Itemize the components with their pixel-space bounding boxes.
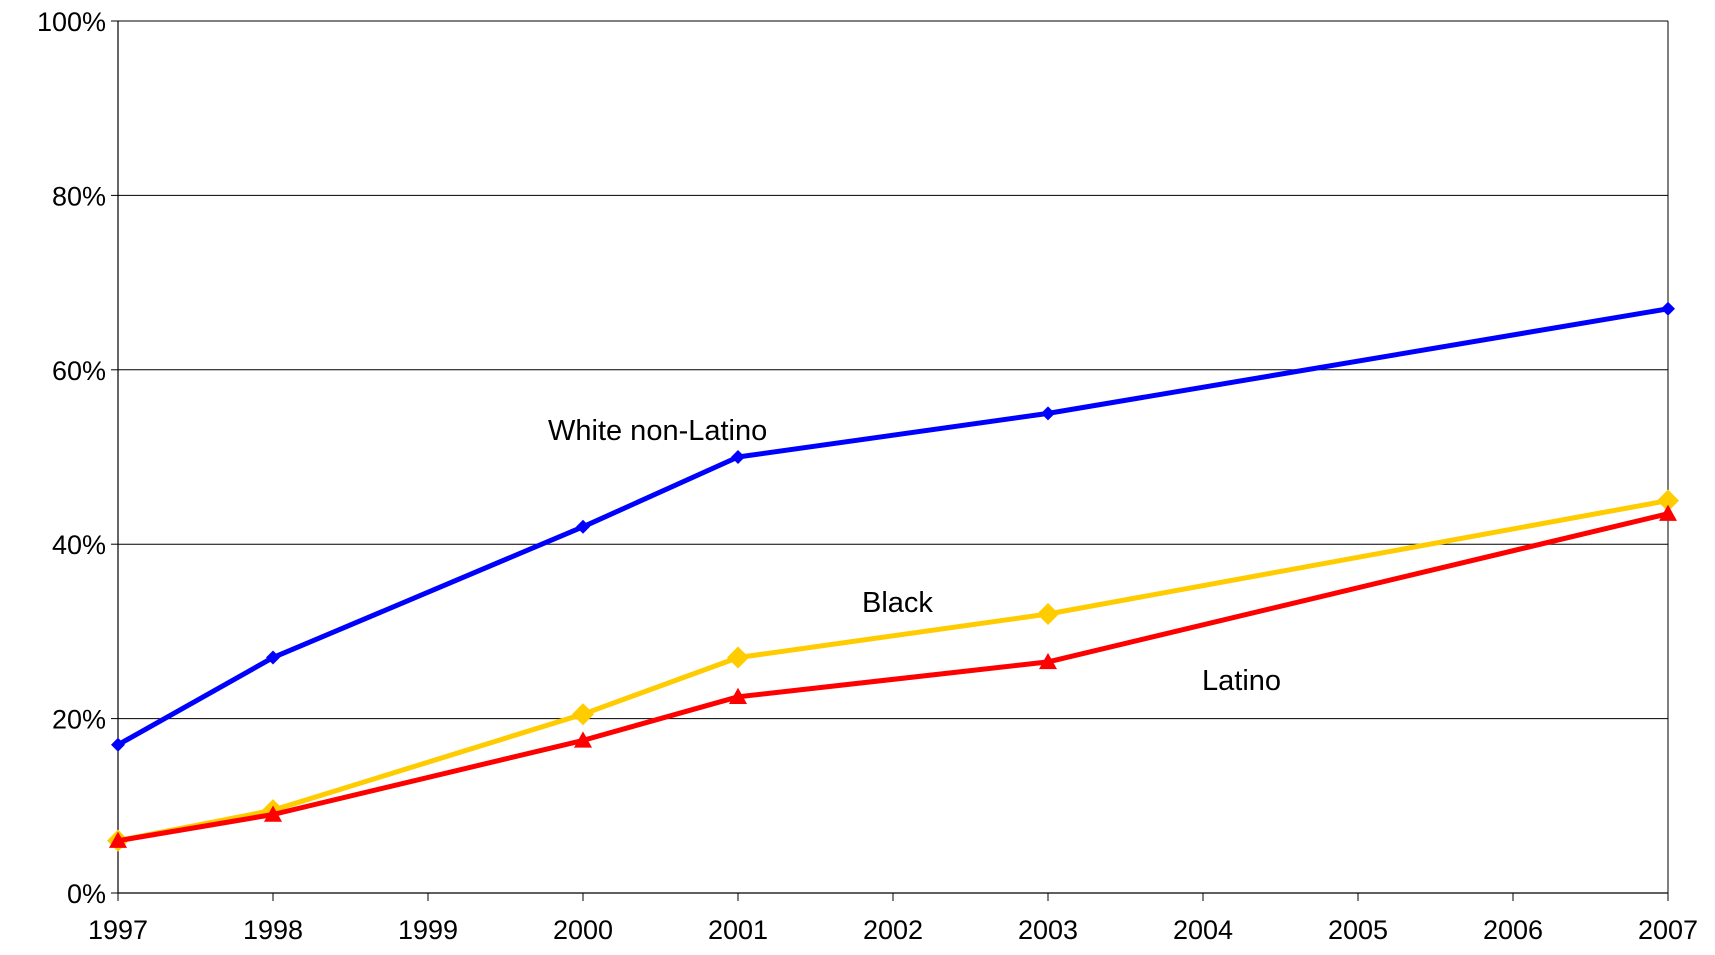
x-tick-label: 2002 xyxy=(863,915,923,945)
y-tick-label: 40% xyxy=(52,530,106,560)
x-tick-label: 2004 xyxy=(1173,915,1233,945)
data-point-marker xyxy=(572,703,594,726)
data-point-marker xyxy=(109,831,127,848)
data-point-marker xyxy=(1659,504,1677,521)
series-line xyxy=(116,306,1669,747)
data-point-marker xyxy=(1037,602,1059,625)
series-labels: White non-Latino Black Latino xyxy=(548,415,1281,697)
y-tick-label: 0% xyxy=(67,879,106,909)
data-point-marker xyxy=(576,519,590,534)
x-tick-label: 2001 xyxy=(708,915,768,945)
y-tick-label: 100% xyxy=(37,7,106,37)
series-0 xyxy=(111,301,1675,752)
x-tick-label: 1998 xyxy=(243,915,303,945)
x-tick-label: 2000 xyxy=(553,915,613,945)
series-label-latino: Latino xyxy=(1202,665,1281,697)
x-tick-label: 2006 xyxy=(1483,915,1543,945)
y-tick-label: 80% xyxy=(52,181,106,211)
series xyxy=(107,301,1679,852)
data-point-marker xyxy=(111,737,125,752)
data-point-marker xyxy=(1657,489,1679,512)
series-label-black: Black xyxy=(862,587,933,619)
data-point-marker xyxy=(264,805,282,822)
y-tick-label: 60% xyxy=(52,356,106,386)
data-point-marker xyxy=(266,650,280,665)
data-point-marker xyxy=(727,646,749,669)
x-tick-label: 2003 xyxy=(1018,915,1078,945)
axes: 0% 20% 40% 60% 80% 100% 1997 1998 1999 2000 2001 20… xyxy=(37,7,1698,945)
series-2 xyxy=(109,504,1677,848)
x-tick-label: 1999 xyxy=(398,915,458,945)
data-point-marker xyxy=(731,450,745,464)
series-label-white: White non-Latino xyxy=(548,415,767,447)
data-point-marker xyxy=(1039,652,1057,670)
series-line xyxy=(117,498,1669,844)
data-point-marker xyxy=(1041,406,1055,421)
x-tick-label: 2007 xyxy=(1638,915,1698,945)
data-point-marker xyxy=(729,687,747,704)
y-tick-label: 20% xyxy=(52,705,106,735)
series-line xyxy=(117,511,1669,844)
x-tick-label: 1997 xyxy=(88,915,148,945)
data-point-marker xyxy=(574,731,592,748)
x-tick-label: 2005 xyxy=(1328,915,1388,945)
data-point-marker xyxy=(1661,301,1675,316)
